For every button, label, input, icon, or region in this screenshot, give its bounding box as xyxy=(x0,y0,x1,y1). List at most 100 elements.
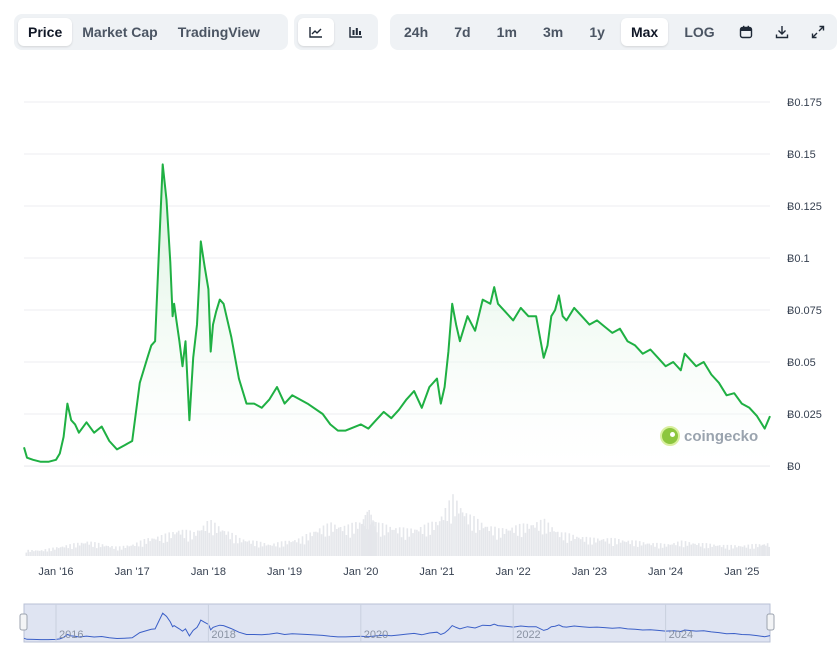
volume-bar xyxy=(77,542,79,556)
range-max[interactable]: Max xyxy=(620,18,669,46)
volume-bar xyxy=(469,514,471,556)
tab-tradingview[interactable]: TradingView xyxy=(177,24,260,40)
navigator-tick-label: 2018 xyxy=(211,629,235,641)
volume-bar xyxy=(94,542,96,556)
volume-bar xyxy=(536,522,538,556)
volume-bar xyxy=(507,530,510,556)
volume-bar xyxy=(29,551,31,556)
volume-bar xyxy=(418,531,420,556)
volume-bar xyxy=(758,544,761,556)
volume-bar xyxy=(361,523,364,556)
volume-bar xyxy=(200,530,203,556)
range-navigator[interactable]: 2016 2018 2020 2022 2024 xyxy=(19,603,775,643)
range-24h[interactable]: 24h xyxy=(404,24,429,40)
volume-bar xyxy=(238,537,241,556)
volume-bar xyxy=(686,545,689,556)
volume-bar xyxy=(621,540,624,556)
log-scale-toggle[interactable]: LOG xyxy=(684,24,715,40)
volume-bar xyxy=(27,549,29,556)
tab-price[interactable]: Price xyxy=(18,18,73,46)
volume-bar xyxy=(115,546,117,556)
volume-bar xyxy=(59,547,62,556)
volume-bar xyxy=(663,543,666,556)
range-1m[interactable]: 1m xyxy=(496,24,517,40)
volume-bar xyxy=(244,541,247,556)
navigator-axis: 2016 2018 2020 2022 2024 xyxy=(55,604,693,642)
volume-bar xyxy=(720,547,723,556)
volume-bar xyxy=(597,538,599,556)
volume-bar xyxy=(162,542,165,556)
volume-bar xyxy=(517,535,519,556)
volume-bar xyxy=(204,531,207,556)
volume-bar xyxy=(185,529,188,556)
volume-bar xyxy=(589,537,591,556)
volume-bar xyxy=(286,544,289,556)
volume-bar xyxy=(442,520,445,556)
coingecko-logo-icon xyxy=(660,426,680,446)
volume-bar xyxy=(766,543,769,556)
volume-bar xyxy=(650,545,652,556)
volume-bar xyxy=(427,522,430,556)
volume-bar xyxy=(448,500,450,556)
volume-bar xyxy=(223,531,226,556)
volume-bar xyxy=(248,540,250,556)
volume-bar xyxy=(80,542,83,556)
navigator-right-handle[interactable] xyxy=(766,613,775,631)
volume-bar xyxy=(511,527,513,556)
tab-market-cap[interactable]: Market Cap xyxy=(82,24,158,40)
volume-bar xyxy=(290,542,292,556)
volume-bar xyxy=(690,544,692,556)
volume-bar xyxy=(724,548,727,556)
volume-bar xyxy=(452,494,454,556)
volume-bar xyxy=(625,542,628,556)
y-axis: Ƀ0 Ƀ0.025 Ƀ0.05 Ƀ0.075 Ƀ0.1 Ƀ0.125 Ƀ0.15 Ƀ0.175 xyxy=(787,97,822,473)
volume-bar xyxy=(345,535,348,556)
volume-bar xyxy=(126,545,129,556)
volume-bar xyxy=(602,539,605,556)
line-chart-icon[interactable] xyxy=(298,18,334,46)
volume-bar xyxy=(383,535,386,556)
volume-bar xyxy=(522,523,525,556)
volume-bar xyxy=(555,532,557,556)
volume-bar xyxy=(765,545,767,556)
navigator-tick-label: 2016 xyxy=(59,629,83,641)
volume-bar xyxy=(397,533,399,556)
range-1y[interactable]: 1y xyxy=(589,24,605,40)
volume-bar xyxy=(275,546,277,556)
download-icon[interactable] xyxy=(767,18,797,46)
volume-bar xyxy=(320,534,323,556)
volume-bar xyxy=(477,518,479,556)
volume-bar xyxy=(583,541,586,556)
volume-bar xyxy=(44,549,47,556)
volume-bar xyxy=(65,545,68,556)
volume-bar xyxy=(760,545,762,556)
volume-bar xyxy=(610,537,612,556)
volume-bar xyxy=(246,541,249,556)
volume-bar xyxy=(473,516,475,556)
calendar-icon[interactable] xyxy=(731,18,761,46)
volume-bar xyxy=(143,539,146,556)
volume-bar xyxy=(410,528,412,556)
navigator-window[interactable] xyxy=(23,603,771,643)
volume-bar xyxy=(699,546,702,556)
volume-bar xyxy=(659,543,662,556)
volume-bar xyxy=(475,532,477,556)
volume-bar xyxy=(381,523,384,556)
volume-bar xyxy=(168,532,170,556)
volume-bar xyxy=(369,524,371,556)
navigator-left-handle[interactable] xyxy=(19,613,28,631)
expand-icon[interactable] xyxy=(803,18,833,46)
candlestick-chart-icon[interactable] xyxy=(338,18,374,46)
range-7d[interactable]: 7d xyxy=(454,24,471,40)
volume-bar xyxy=(332,531,334,556)
range-3m[interactable]: 3m xyxy=(542,24,564,40)
volume-bar xyxy=(97,542,100,556)
volume-bar xyxy=(496,539,498,556)
volume-bar xyxy=(612,546,614,556)
volume-bar xyxy=(654,546,656,556)
volume-bar xyxy=(652,543,654,556)
volume-bar xyxy=(678,546,681,556)
volume-bar xyxy=(237,543,239,556)
volume-bar xyxy=(696,545,698,556)
volume-bar xyxy=(480,522,483,556)
